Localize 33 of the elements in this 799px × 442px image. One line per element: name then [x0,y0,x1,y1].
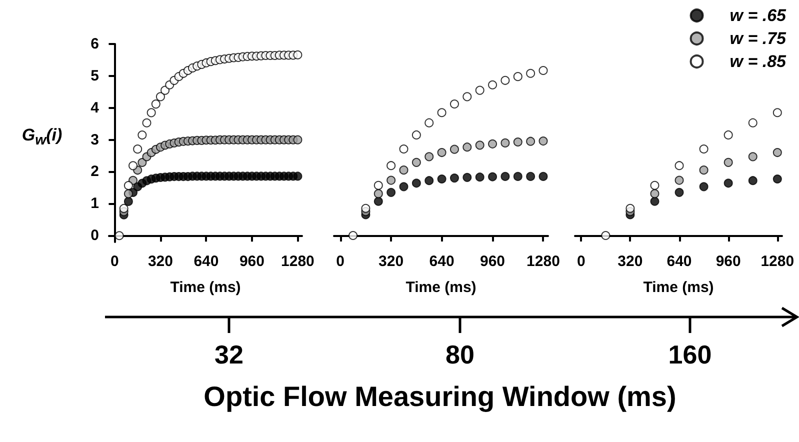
x-tick-label: 960 [716,253,741,270]
text: 32 [214,340,244,370]
x-tick-label: 1280 [526,253,560,270]
x-axis-title: Time (ms) [170,279,241,296]
x-tick-label: 320 [618,253,643,270]
x-tick-label: 0 [576,253,586,270]
text: 80 [446,340,474,370]
x-tick-label: 640 [666,253,692,270]
x-tick-label: 640 [194,253,219,270]
x-tick-label: 1280 [281,253,314,270]
y-tick-label: 1 [90,195,99,212]
x-tick-label: 960 [480,253,506,270]
x-tick-label: 1280 [760,253,794,270]
x-axis-title: Time (ms) [643,279,714,296]
x-tick-label: 320 [148,253,173,270]
y-tick-label: 4 [90,99,100,116]
y-axis-title: G$_{w}$(i) [22,125,62,149]
y-tick-label: 2 [90,163,99,180]
y-tick-label: 5 [90,67,99,84]
legend-label: w = .75 [730,29,787,48]
x-axis-title: Time (ms) [406,279,476,296]
legend-label: w = .85 [730,52,787,71]
x-tick-label: 640 [429,253,454,270]
x-tick-label: 0 [336,253,345,270]
y-tick-label: 6 [90,36,99,53]
x-tick-label: 0 [110,253,119,270]
y-tick-label: 3 [90,131,99,148]
y-tick-label: 0 [90,227,99,244]
legend-label: w = .65 [730,6,787,25]
x-tick-label: 320 [378,253,404,270]
text: 160 [668,340,712,370]
x-tick-label: 960 [239,253,264,270]
text: Optic Flow Measuring Window (ms) [204,381,676,413]
